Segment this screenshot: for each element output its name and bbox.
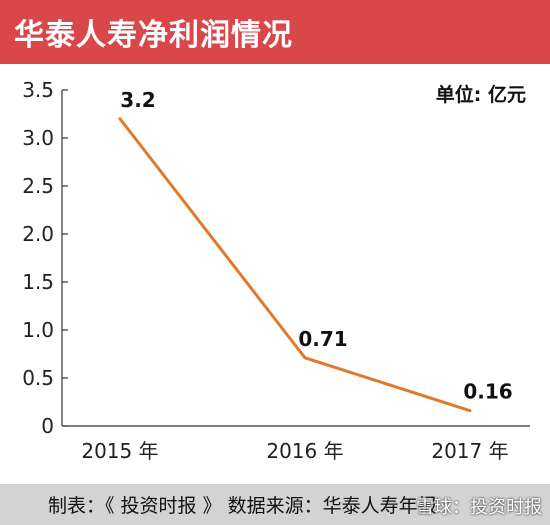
data-point: [468, 409, 472, 413]
unit-label: 单位: 亿元: [435, 84, 526, 106]
y-tick-label: 2.0: [22, 222, 54, 246]
x-tick-label: 2015 年: [81, 439, 158, 463]
y-tick-label: 1.5: [22, 270, 54, 294]
chart-area: 0 0.5 1.0 1.5 2.0 2.5 3.0 3.5 2015 年 2016 年 2017 年…: [0, 64, 550, 484]
y-tick-label: 0.5: [22, 366, 54, 390]
data-point: [118, 117, 122, 121]
y-tick-label: 3.0: [22, 126, 54, 150]
y-tick-label: 2.5: [22, 174, 54, 198]
data-label: 3.2: [120, 88, 155, 112]
chart-title: 华泰人寿净利润情况: [0, 0, 550, 64]
y-tick-label: 3.5: [22, 78, 54, 102]
footer-credit: 制表：《 投资时报 》 数据来源：华泰人寿年报: [0, 484, 550, 525]
y-tick-label: 1.0: [22, 318, 54, 342]
line-chart: 0 0.5 1.0 1.5 2.0 2.5 3.0 3.5 2015 年 2016 年 2017 年…: [22, 78, 530, 463]
data-label: 0.71: [298, 327, 347, 351]
data-point: [303, 356, 307, 360]
series-line: [118, 117, 471, 413]
x-tick-label: 2016 年: [266, 439, 343, 463]
x-tick-label: 2017 年: [431, 439, 508, 463]
data-label: 0.16: [463, 380, 512, 404]
watermark-text: 雪球：投资时报: [416, 497, 542, 518]
y-tick-label: 0: [41, 414, 54, 438]
